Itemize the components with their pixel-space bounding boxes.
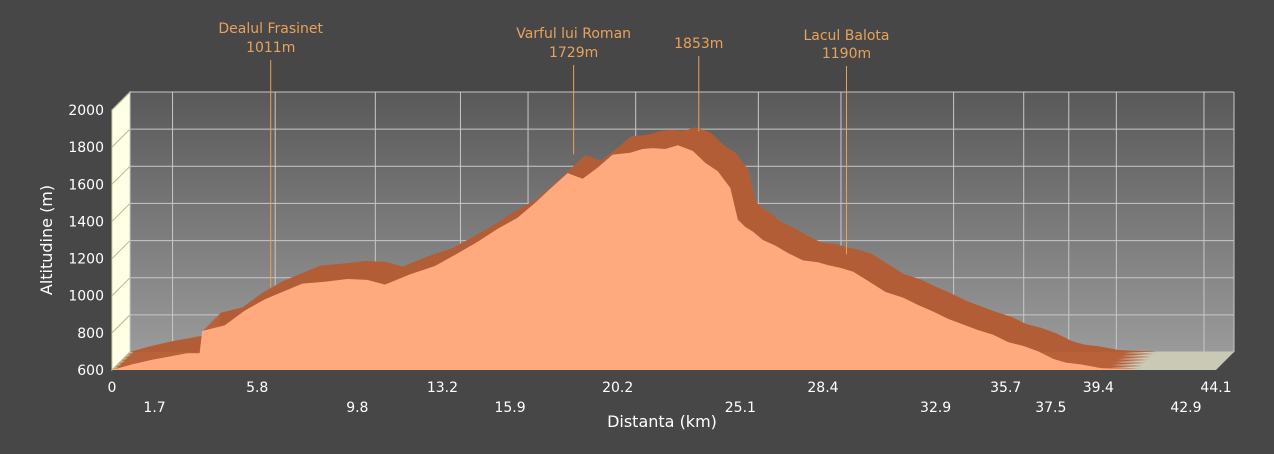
y-tick-label: 1200 [68,252,104,268]
gridline-y-side [111,91,131,111]
x-tick-label: 32.9 [920,400,951,416]
x-tick-label: 37.5 [1035,400,1066,416]
x-tick-label: 13.2 [427,380,458,396]
gridline-y-side [111,314,131,334]
x-tick-label: 20.2 [602,380,633,396]
x-tick-label: 0 [108,380,117,396]
y-tick-label: 800 [77,326,104,342]
y-axis-title: Altitudine (m) [37,185,56,295]
annotation-value: 1190m [822,46,871,62]
gridline-y-side [111,277,131,297]
x-tick-label: 28.4 [807,380,838,396]
annotation-name: Dealul Frasinet [218,21,323,37]
x-tick-label: 35.7 [990,380,1021,396]
x-tick-label: 5.8 [246,380,268,396]
x-tick-label: 42.9 [1170,400,1201,416]
annotation-value: 1853m [674,36,723,52]
annotation-value: 1011m [246,40,295,56]
y-tick-label: 1600 [68,177,104,193]
x-tick-label: 25.1 [725,400,756,416]
x-tick-label: 39.4 [1083,380,1114,396]
annotation-name: Lacul Balota [803,28,889,44]
left-wall [111,90,131,372]
gridline-y-side [111,128,131,148]
y-tick-label: 1400 [68,214,104,230]
gridline-y-side [111,165,131,185]
x-tick-label: 1.7 [143,400,165,416]
x-tick-label: 15.9 [494,400,525,416]
x-axis-title: Distanta (km) [607,412,717,431]
annotation-value: 1729m [549,45,598,61]
gridline-y-side [111,203,131,222]
y-tick-label: 600 [77,363,104,379]
elevation-area [112,145,1216,370]
x-tick-label: 9.8 [346,400,368,416]
y-tick-label: 2000 [68,103,104,119]
y-tick-label: 1800 [68,140,104,156]
gridline-y-side [111,240,131,259]
x-tick-label: 44.1 [1200,380,1231,396]
y-tick-label: 1000 [68,289,104,305]
annotation-name: Varful lui Roman [516,26,631,42]
